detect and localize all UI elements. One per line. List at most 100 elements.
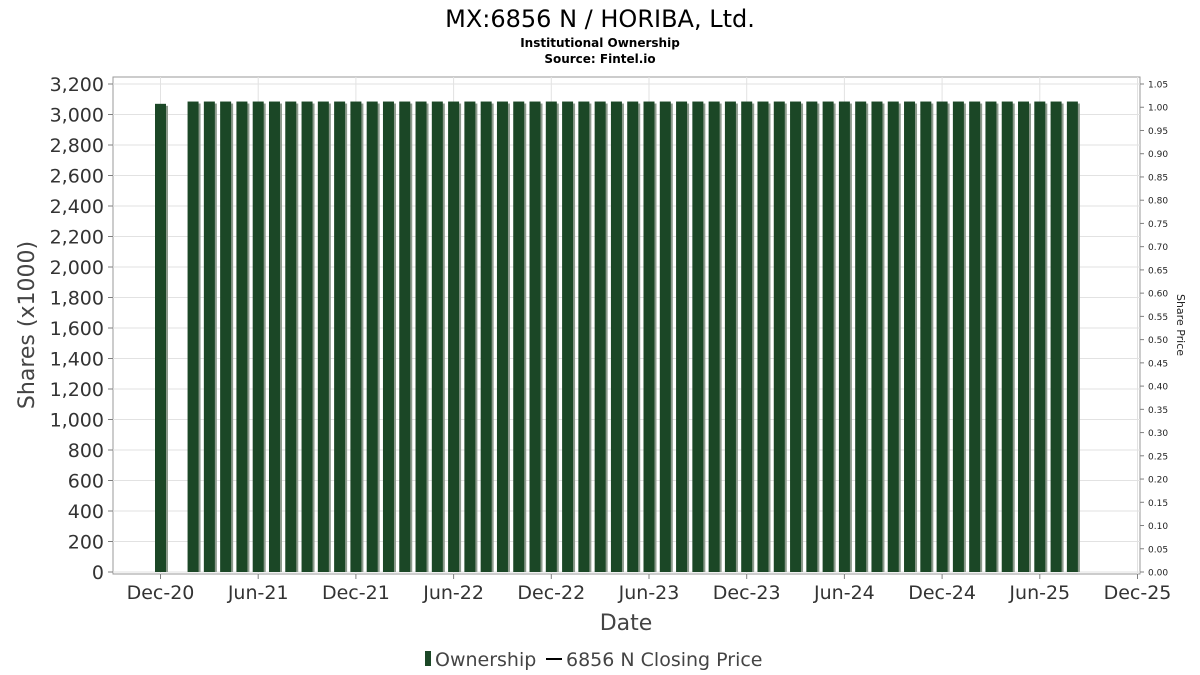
ownership-bar	[415, 101, 427, 572]
ownership-bar	[480, 101, 492, 572]
ownership-bar	[1018, 101, 1030, 572]
y-tick-label: 0	[92, 562, 104, 584]
x-axis-label: Date	[600, 611, 653, 636]
legend-swatch-ownership	[425, 651, 431, 666]
ownership-bar	[676, 101, 688, 572]
y-tick-label: 400	[68, 501, 104, 523]
ownership-bar	[220, 101, 232, 572]
ownership-bar	[203, 101, 215, 572]
plot-area	[112, 76, 1141, 575]
y2-tick-label: 0.70	[1148, 243, 1168, 253]
y2-tick-label: 0.05	[1148, 545, 1168, 555]
ownership-bar	[773, 101, 785, 572]
y2-tick-label: 0.50	[1148, 336, 1168, 346]
ownership-bar	[545, 101, 557, 572]
y-axis-right: 0.00 0.05 0.10 0.15 0.20 0.25 0.30 0.35 0.40 0.45…	[1140, 81, 1168, 579]
ownership-bar	[317, 101, 329, 572]
x-tick-label: Dec-21	[322, 582, 390, 604]
ownership-bar	[594, 101, 606, 572]
ownership-bar	[757, 101, 769, 572]
y-tick-label: 1,000	[50, 410, 104, 432]
y-tick-label: 200	[68, 532, 104, 554]
ownership-bar	[659, 101, 671, 572]
ownership-bar	[920, 101, 932, 572]
y2-tick-label: 0.00	[1148, 569, 1168, 579]
x-tick-label: Dec-24	[908, 582, 976, 604]
x-tick-label: Dec-23	[713, 582, 781, 604]
y2-tick-label: 0.40	[1148, 383, 1168, 393]
y2-tick-label: 0.30	[1148, 429, 1168, 439]
x-tick-label: Jun-21	[227, 582, 289, 604]
ownership-bar	[431, 101, 443, 572]
ownership-bar	[513, 101, 525, 572]
ownership-bar	[399, 101, 411, 572]
x-tick-label: Dec-22	[517, 582, 585, 604]
y2-tick-label: 0.80	[1148, 197, 1168, 207]
ownership-bar	[871, 101, 883, 572]
ownership-bar	[382, 101, 394, 572]
ownership-bar	[724, 101, 736, 572]
ownership-bar	[464, 101, 476, 572]
x-tick-label: Jun-25	[1008, 582, 1070, 604]
ownership-bar	[334, 101, 346, 572]
ownership-bar	[236, 101, 248, 572]
ownership-bar	[887, 101, 899, 572]
ownership-bars	[155, 101, 1080, 572]
ownership-bar	[627, 101, 639, 572]
legend-label-price: 6856 N Closing Price	[566, 649, 763, 671]
y2-tick-label: 0.85	[1148, 173, 1168, 183]
chart-subtitle: Institutional Ownership	[520, 36, 680, 50]
ownership-bar	[301, 101, 313, 572]
ownership-bar	[822, 101, 834, 572]
y2-tick-label: 0.15	[1148, 499, 1168, 509]
y-tick-label: 600	[68, 471, 104, 493]
ownership-bar	[952, 101, 964, 572]
y2-tick-label: 0.60	[1148, 290, 1168, 300]
y2-tick-label: 1.00	[1148, 104, 1168, 114]
y-tick-label: 3,000	[50, 105, 104, 127]
y-tick-label: 1,800	[50, 288, 104, 310]
ownership-bar	[448, 101, 460, 572]
ownership-bar	[155, 103, 166, 572]
ownership-bar	[529, 101, 541, 572]
ownership-bar	[496, 101, 508, 572]
y2-tick-label: 1.05	[1148, 81, 1168, 91]
chart-source: Source: Fintel.io	[544, 52, 655, 66]
y2-tick-label: 0.95	[1148, 127, 1168, 137]
ownership-bar	[578, 101, 590, 572]
y-axis-left: 0 200 400 600 800 1,000 1,200 1,400 1,600 1,800 2,…	[50, 74, 113, 584]
y2-tick-label: 0.65	[1148, 266, 1168, 276]
ownership-bar	[562, 101, 574, 572]
ownership-bar	[252, 101, 264, 572]
ownership-bar	[643, 101, 655, 572]
y2-tick-label: 0.35	[1148, 406, 1168, 416]
x-axis: Dec-20 Jun-21 Dec-21 Jun-22 Dec-22 Jun-23 Dec-…	[127, 574, 1172, 604]
x-tick-label: Jun-24	[813, 582, 875, 604]
y2-tick-label: 0.20	[1148, 476, 1168, 486]
legend-label-ownership: Ownership	[435, 649, 536, 671]
x-tick-label: Dec-25	[1104, 582, 1172, 604]
y-tick-label: 2,200	[50, 227, 104, 249]
ownership-bar	[1066, 101, 1078, 572]
y-tick-label: 2,000	[50, 257, 104, 279]
y2-tick-label: 0.10	[1148, 522, 1168, 532]
y-tick-label: 800	[68, 440, 104, 462]
x-tick-label: Jun-22	[422, 582, 484, 604]
ownership-bar	[610, 101, 622, 572]
ownership-bar	[1001, 101, 1013, 572]
y-axis-label: Shares (x1000)	[15, 241, 40, 409]
ownership-bar	[366, 101, 378, 572]
ownership-bar	[936, 101, 948, 572]
legend: Ownership 6856 N Closing Price	[425, 649, 763, 671]
y2-tick-label: 0.25	[1148, 452, 1168, 462]
ownership-bar	[187, 101, 199, 572]
chart-title: MX:6856 N / HORIBA, Ltd.	[445, 5, 755, 33]
y2-tick-label: 0.75	[1148, 220, 1168, 230]
ownership-bar	[790, 101, 802, 572]
ownership-bar	[692, 101, 704, 572]
ownership-bar	[1034, 101, 1046, 572]
y2-tick-label: 0.55	[1148, 313, 1168, 323]
y-tick-label: 1,400	[50, 349, 104, 371]
ownership-bar	[985, 101, 997, 572]
